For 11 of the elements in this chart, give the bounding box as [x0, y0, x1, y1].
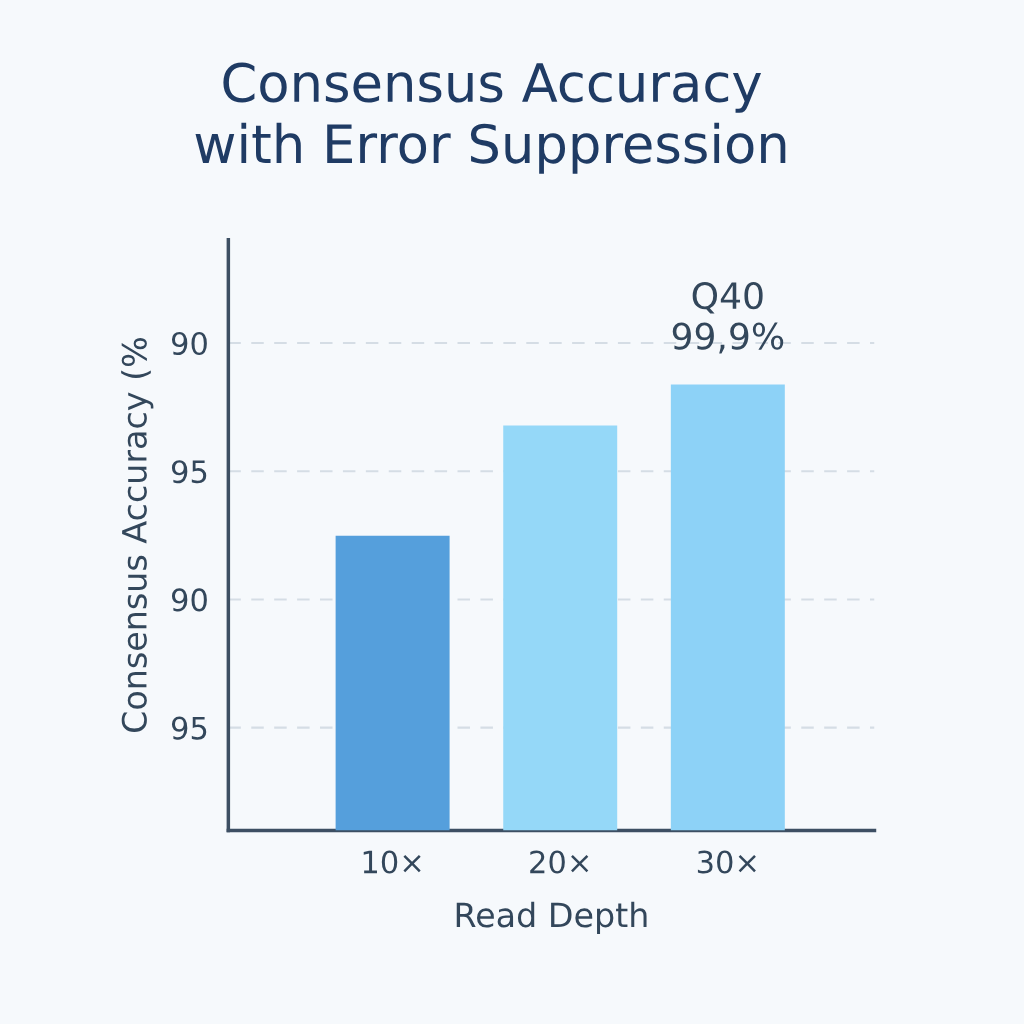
x-tick-label: 30×	[697, 850, 756, 874]
y-axis-title: Consensus Accuracy (%	[121, 338, 154, 733]
x-axis-title: Read Depth	[456, 901, 647, 934]
text: 90	[171, 331, 207, 356]
text: 90	[171, 588, 207, 612]
text: 95	[171, 460, 207, 484]
x-tick-label: 10×	[363, 850, 421, 874]
text: 95	[171, 716, 207, 740]
x-tick-label: 20×	[530, 850, 589, 874]
chart-title: Consensus Accuracy with Error Suppression	[195, 62, 786, 174]
annotation: Q40 99,9%	[672, 282, 784, 354]
